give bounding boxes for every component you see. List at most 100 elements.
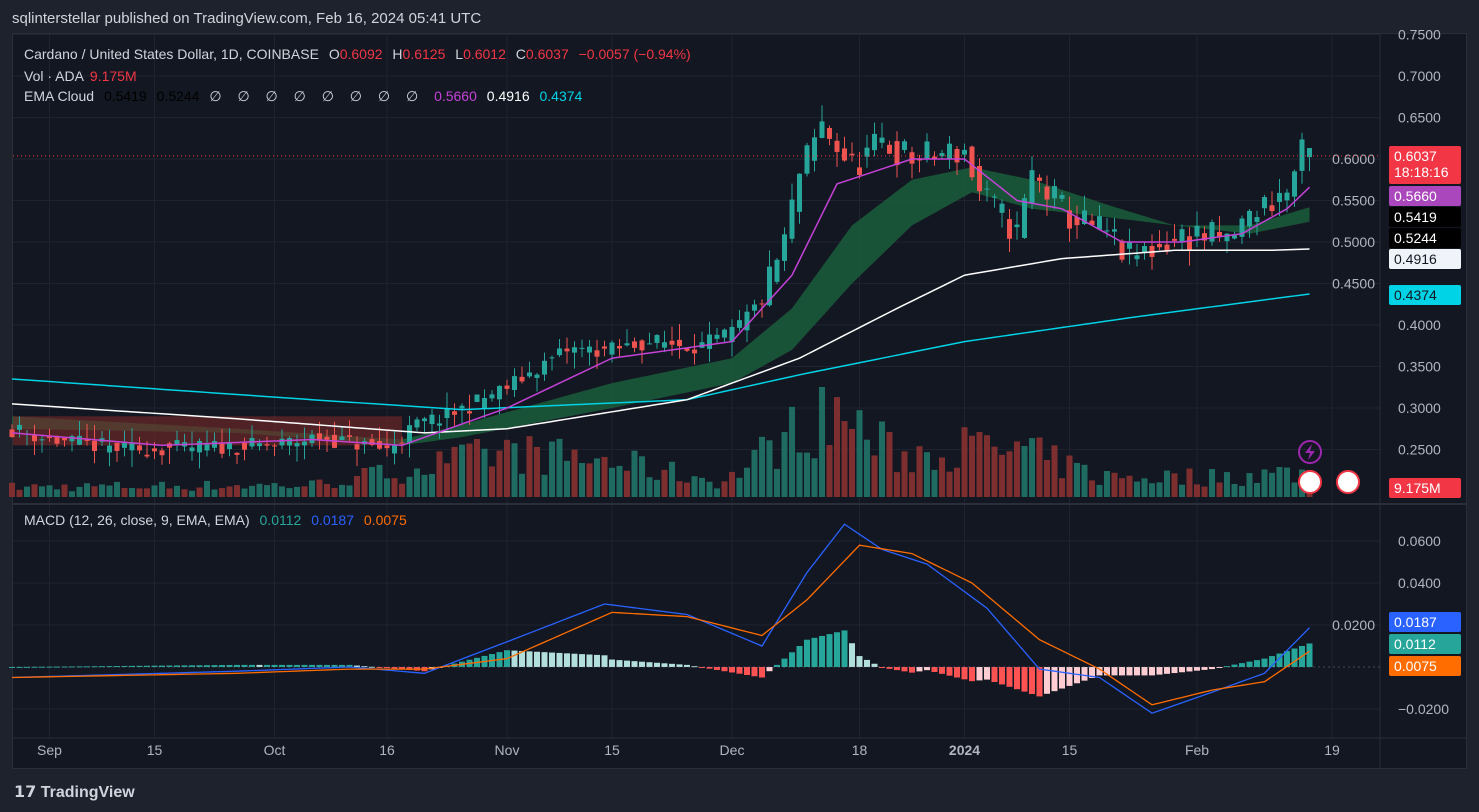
volume-bar — [346, 485, 353, 497]
volume-bar — [1006, 451, 1013, 497]
volume-bar — [1059, 478, 1065, 497]
candle-body — [872, 133, 877, 151]
candle-body — [1074, 217, 1080, 226]
macd-label[interactable]: MACD (12, 26, close, 9, EMA, EMA) — [24, 512, 250, 528]
volume-bar — [1104, 470, 1110, 497]
symbol-title[interactable]: Cardano / United States Dollar, 1D, COIN… — [24, 46, 319, 62]
volume-bar — [751, 449, 758, 497]
ema-cloud-fill — [12, 167, 1310, 446]
logo-icon: 𝟭𝟳 — [14, 784, 41, 801]
tradingview-logo[interactable]: 𝟭𝟳 TradingView — [14, 782, 135, 802]
lightning-glyph-icon — [1305, 444, 1315, 460]
macd-histogram-bar — [909, 667, 915, 673]
chart-frame[interactable] — [12, 33, 1467, 769]
volume-label[interactable]: Vol · ADA — [24, 68, 84, 84]
candle-body — [1164, 244, 1170, 252]
candle-body — [437, 423, 442, 426]
candle-body — [1112, 229, 1117, 232]
macd-histogram-bar — [534, 651, 540, 667]
volume-bar — [871, 455, 878, 497]
candle-body — [1224, 233, 1230, 242]
volume-bar — [826, 445, 833, 497]
candle-body — [197, 441, 202, 453]
macd-histogram-bar — [1239, 663, 1245, 667]
candle-body — [767, 266, 772, 306]
volume-bar — [91, 486, 98, 497]
volume-bar — [114, 481, 120, 497]
volume-bar — [894, 472, 900, 497]
candle-body — [399, 442, 405, 444]
macd-histogram-bar — [1291, 648, 1298, 667]
volume-bar — [1044, 459, 1050, 497]
volume-bar — [796, 452, 803, 497]
candle-body — [189, 447, 195, 452]
candle-body — [969, 146, 975, 178]
macd-histogram-bar — [699, 667, 705, 668]
candle-body — [1134, 255, 1140, 260]
macd-histogram-bar — [279, 664, 285, 667]
macd-histogram-bar — [159, 665, 165, 667]
macd-histogram-bar — [399, 667, 405, 670]
candle-body — [32, 434, 37, 442]
macd-histogram-bar — [249, 664, 255, 667]
macd-histogram-bar — [826, 634, 833, 667]
candle-body — [752, 304, 757, 311]
time-tick: Sep — [37, 742, 62, 758]
ema-cloud-legend: EMA Cloud 0.5419 0.5244 ∅ ∅ ∅ ∅ ∅ ∅ ∅ ∅ … — [24, 88, 588, 105]
volume-bar — [31, 484, 38, 497]
volume-bar — [1284, 467, 1290, 497]
macd-histogram-bar — [766, 667, 773, 672]
candle-body — [534, 374, 540, 378]
volume-bar — [1231, 483, 1238, 497]
volume-bar — [46, 485, 53, 497]
macd-histogram-bar — [601, 655, 608, 667]
candle-body — [617, 345, 622, 349]
macd-histogram-bar — [549, 652, 555, 667]
ema-cloud-label[interactable]: EMA Cloud — [24, 88, 95, 104]
candle-body — [789, 199, 795, 239]
time-tick: 19 — [1324, 742, 1340, 758]
macd-histogram-bar — [676, 664, 683, 667]
volume-bar — [331, 487, 338, 497]
macd-histogram-bar — [541, 652, 548, 667]
volume-bar — [684, 482, 690, 497]
volume-bar — [406, 476, 413, 497]
macd-histogram-bar — [556, 652, 563, 667]
macd-histogram-bar — [609, 659, 615, 667]
candle-body — [797, 173, 802, 212]
low-value: 0.6012 — [463, 46, 506, 62]
brand-name: TradingView — [40, 784, 135, 801]
candle-body — [422, 418, 427, 422]
candle-body — [1262, 197, 1267, 209]
candle-body — [519, 376, 525, 382]
candle-body — [834, 140, 840, 152]
macd-histogram-bar — [1126, 667, 1133, 676]
volume-bar — [1126, 475, 1133, 497]
candle-body — [1037, 177, 1042, 181]
macd-histogram-bar — [894, 667, 900, 671]
macd-histogram-bar — [811, 637, 818, 667]
volume-bar — [1134, 481, 1140, 497]
candle-body — [1232, 235, 1237, 239]
candle-body — [1284, 192, 1290, 201]
macd-histogram-bar — [1179, 667, 1185, 673]
volume-bar — [1036, 437, 1043, 497]
volume-bar — [376, 464, 383, 497]
candle-body — [729, 326, 735, 343]
macd-histogram-bar — [196, 665, 203, 667]
volume-bar — [534, 446, 540, 497]
time-tick: 16 — [379, 742, 395, 758]
macd-histogram-bar — [706, 667, 713, 669]
volume-bar — [691, 476, 698, 497]
ema-value-1: 0.5419 — [103, 88, 147, 104]
volume-bar — [481, 448, 488, 497]
change-value: −0.0057 (−0.94%) — [578, 46, 691, 62]
macd-histogram-bar — [834, 632, 840, 667]
last-price: 0.6037 — [1394, 148, 1437, 164]
volume-bar — [196, 487, 203, 497]
candle-body — [114, 442, 120, 451]
macd-histogram-bar — [1306, 643, 1313, 667]
candle-body — [62, 437, 67, 441]
volume-bar — [84, 483, 90, 497]
